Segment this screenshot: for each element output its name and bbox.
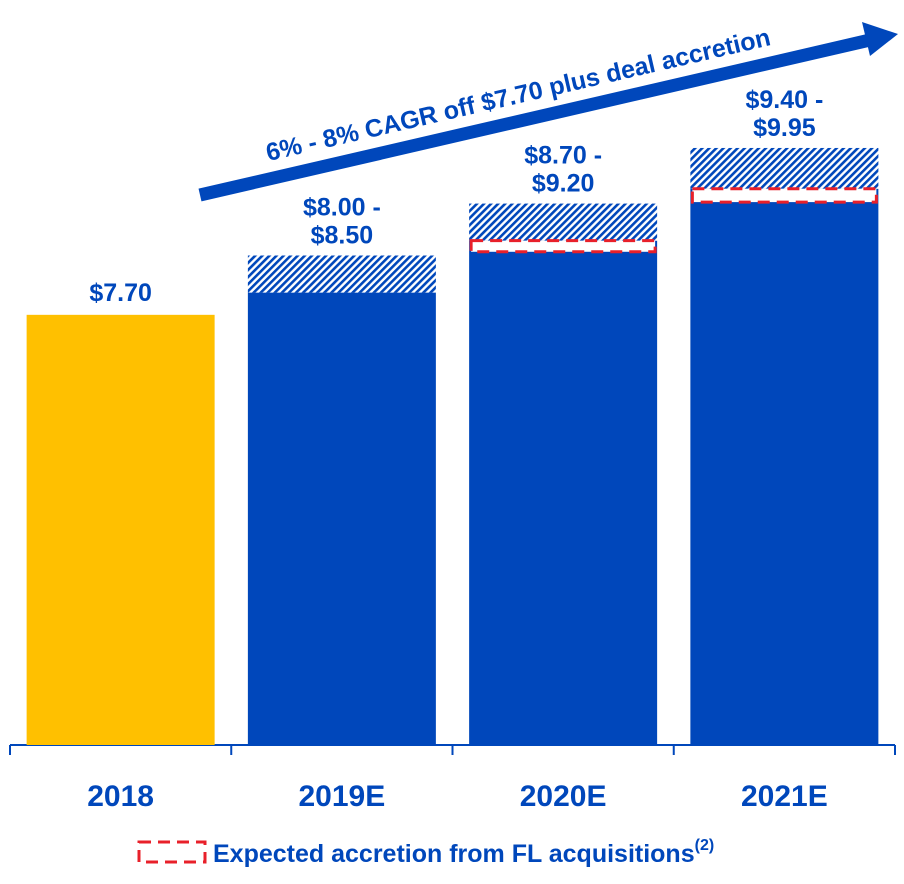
range-high-label: $8.50 (311, 222, 374, 250)
legend-superscript: (2) (695, 837, 715, 854)
x-tick-label: 2020E (520, 780, 607, 813)
x-tick-label: 2018 (87, 780, 154, 813)
value-label: $7.70 (89, 279, 152, 307)
legend-text: Expected accretion from FL acquisitions (213, 840, 695, 868)
bar (247, 292, 436, 745)
range-high-label: $9.20 (532, 170, 595, 198)
value-label: $8.00 - (303, 194, 381, 222)
legend: Expected accretion from FL acquisitions(… (137, 837, 714, 868)
range-bar (690, 147, 879, 189)
bar (690, 188, 879, 745)
value-label: $8.70 - (524, 142, 602, 170)
x-tick-label: 2019E (299, 780, 386, 813)
range-bar (469, 203, 658, 241)
accretion-box (690, 187, 878, 204)
annotation: 6% - 8% CAGR off $7.70 plus deal accreti… (263, 23, 773, 167)
accretion-box (469, 239, 657, 254)
range-bar (247, 255, 436, 293)
legend-label: Expected accretion from FL acquisitions(… (213, 837, 714, 868)
x-tick-label: 2021E (741, 780, 828, 813)
bar (26, 314, 215, 745)
legend-swatch (137, 840, 207, 864)
cagr-arrow (198, 22, 898, 202)
bar (469, 240, 658, 745)
value-label: $9.40 - (745, 86, 823, 114)
range-high-label: $9.95 (753, 114, 816, 142)
